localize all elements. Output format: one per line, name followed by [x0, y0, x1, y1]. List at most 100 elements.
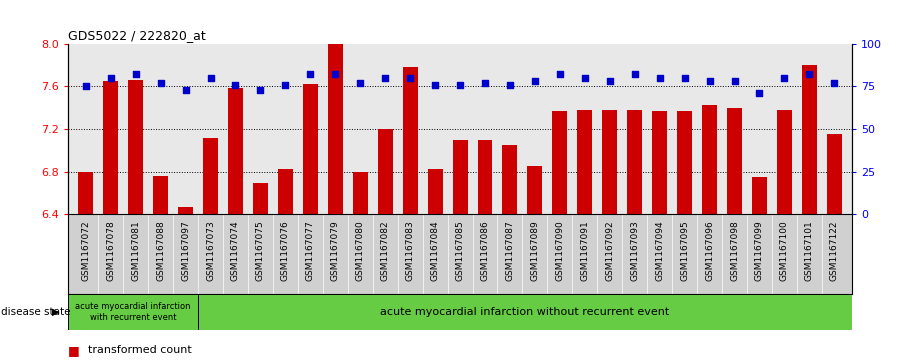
Bar	[128, 80, 143, 214]
Text: GSM1167101: GSM1167101	[804, 221, 814, 281]
Bar	[278, 170, 292, 214]
Point	[503, 82, 517, 87]
Text: GSM1167100: GSM1167100	[780, 221, 789, 281]
Point	[153, 80, 168, 86]
Point	[328, 72, 343, 77]
Text: GSM1167073: GSM1167073	[206, 221, 215, 281]
Text: GSM1167082: GSM1167082	[381, 221, 390, 281]
Point	[203, 75, 218, 81]
Point	[652, 75, 667, 81]
Point	[428, 82, 443, 87]
Bar	[453, 139, 467, 214]
Text: GSM1167088: GSM1167088	[156, 221, 165, 281]
Bar	[527, 166, 542, 214]
Bar	[827, 134, 842, 214]
Bar	[777, 110, 792, 214]
Bar	[378, 129, 393, 214]
Text: GSM1167087: GSM1167087	[506, 221, 515, 281]
Point	[229, 82, 243, 87]
Point	[628, 72, 642, 77]
Text: GSM1167095: GSM1167095	[681, 221, 689, 281]
Text: ■: ■	[68, 344, 80, 357]
Bar	[198, 294, 852, 330]
Text: disease state: disease state	[1, 307, 70, 317]
Text: GSM1167074: GSM1167074	[231, 221, 240, 281]
Point	[179, 87, 193, 93]
Text: GSM1167081: GSM1167081	[131, 221, 140, 281]
Text: ▶: ▶	[52, 307, 59, 317]
Text: GSM1167083: GSM1167083	[405, 221, 415, 281]
Point	[253, 87, 268, 93]
Text: GSM1167089: GSM1167089	[530, 221, 539, 281]
Point	[453, 82, 467, 87]
Text: GSM1167079: GSM1167079	[331, 221, 340, 281]
Point	[702, 78, 717, 84]
Point	[78, 83, 93, 89]
Text: GSM1167077: GSM1167077	[306, 221, 315, 281]
Bar	[727, 107, 742, 214]
Point	[278, 82, 292, 87]
Text: GSM1167094: GSM1167094	[655, 221, 664, 281]
Text: GSM1167084: GSM1167084	[431, 221, 440, 281]
Bar	[253, 183, 268, 214]
Point	[303, 72, 318, 77]
Point	[827, 80, 842, 86]
Point	[677, 75, 691, 81]
Text: GSM1167080: GSM1167080	[356, 221, 364, 281]
Point	[802, 72, 816, 77]
Text: GSM1167099: GSM1167099	[755, 221, 764, 281]
Bar	[68, 294, 198, 330]
Bar	[477, 139, 493, 214]
Text: acute myocardial infarction without recurrent event: acute myocardial infarction without recu…	[380, 307, 670, 317]
Bar	[179, 207, 193, 214]
Text: GDS5022 / 222820_at: GDS5022 / 222820_at	[68, 29, 206, 42]
Point	[602, 78, 617, 84]
Text: transformed count: transformed count	[88, 345, 192, 355]
Text: GSM1167075: GSM1167075	[256, 221, 265, 281]
Point	[727, 78, 742, 84]
Text: GSM1167093: GSM1167093	[630, 221, 640, 281]
Bar	[628, 110, 642, 214]
Bar	[677, 111, 692, 214]
Text: GSM1167076: GSM1167076	[281, 221, 290, 281]
Point	[752, 90, 767, 96]
Point	[353, 80, 367, 86]
Point	[128, 72, 143, 77]
Point	[403, 75, 417, 81]
Text: GSM1167085: GSM1167085	[456, 221, 465, 281]
Bar	[552, 111, 568, 214]
Bar	[578, 110, 592, 214]
Bar	[702, 105, 717, 214]
Point	[777, 75, 792, 81]
Text: GSM1167096: GSM1167096	[705, 221, 714, 281]
Text: GSM1167086: GSM1167086	[480, 221, 489, 281]
Bar	[203, 138, 218, 214]
Text: GSM1167072: GSM1167072	[81, 221, 90, 281]
Point	[527, 78, 542, 84]
Bar	[328, 44, 343, 214]
Bar	[228, 88, 243, 214]
Text: GSM1167122: GSM1167122	[830, 221, 839, 281]
Bar	[427, 170, 443, 214]
Text: GSM1167097: GSM1167097	[181, 221, 190, 281]
Bar	[153, 176, 169, 214]
Text: GSM1167091: GSM1167091	[580, 221, 589, 281]
Bar	[503, 145, 517, 214]
Text: GSM1167078: GSM1167078	[107, 221, 116, 281]
Point	[477, 80, 492, 86]
Bar	[403, 67, 417, 214]
Bar	[353, 172, 368, 214]
Text: GSM1167098: GSM1167098	[730, 221, 739, 281]
Text: GSM1167090: GSM1167090	[556, 221, 564, 281]
Bar	[602, 110, 618, 214]
Bar	[78, 172, 93, 214]
Bar	[103, 81, 118, 214]
Bar	[802, 65, 817, 214]
Point	[378, 75, 393, 81]
Point	[104, 75, 118, 81]
Text: GSM1167092: GSM1167092	[605, 221, 614, 281]
Point	[553, 72, 568, 77]
Bar	[752, 177, 767, 214]
Bar	[652, 111, 667, 214]
Text: acute myocardial infarction
with recurrent event: acute myocardial infarction with recurre…	[76, 302, 191, 322]
